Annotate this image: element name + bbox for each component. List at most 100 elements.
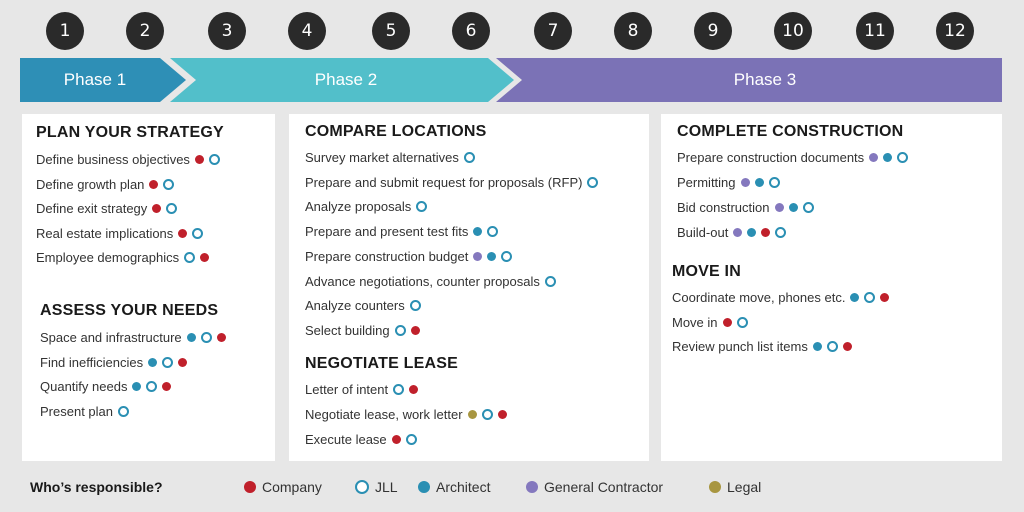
jll-dot-icon [394, 324, 406, 336]
jll-dot-icon [355, 480, 369, 494]
task-item: Advance negotiations, counter proposals [305, 273, 561, 289]
responsibility-dots [118, 405, 134, 417]
company-dot-icon [200, 252, 210, 262]
jll-dot-icon [768, 176, 780, 188]
step-5: 5 [372, 12, 410, 50]
phase-2-card: COMPARE LOCATIONS Survey market alternati… [289, 114, 649, 461]
jll-dot-icon [775, 226, 787, 238]
company-dot-icon [880, 292, 890, 302]
jll-dot-icon [393, 383, 405, 395]
task-item: Prepare construction budget [305, 248, 517, 264]
jll-dot-icon [405, 433, 417, 445]
responsibility-dots [409, 299, 426, 311]
architect-dot-icon [148, 357, 158, 367]
responsibility-dots [152, 202, 182, 214]
architect-dot-icon [788, 202, 798, 212]
task-item: Survey market alternatives [305, 149, 480, 165]
step-2: 2 [126, 12, 164, 50]
legend-item-legal: Legal [709, 479, 761, 495]
step-1: 1 [46, 12, 84, 50]
responsibility-dots [463, 151, 480, 163]
section-title: COMPLETE CONSTRUCTION [677, 123, 904, 140]
step-12: 12 [936, 12, 974, 50]
step-4: 4 [288, 12, 326, 50]
task-label: Execute lease [305, 431, 387, 447]
responsibility-dots [393, 383, 423, 395]
task-item: Find inefficiencies [40, 354, 192, 370]
task-label: Bid construction [677, 199, 770, 215]
responsibility-dots [774, 201, 819, 213]
task-label: Advance negotiations, counter proposals [305, 273, 540, 289]
architect-dot-icon [747, 227, 757, 237]
task-item: Employee demographics [36, 249, 214, 265]
jll-dot-icon [864, 291, 876, 303]
company-dot-icon [409, 384, 419, 394]
architect-dot-icon [487, 251, 497, 261]
gc-dot-icon [740, 177, 750, 187]
task-label: Prepare construction documents [677, 149, 865, 165]
legend-title: Who’s responsible? [30, 479, 163, 495]
task-item: Review punch list items [672, 338, 857, 354]
phase-1-arrow [20, 58, 186, 102]
responsibility-dots [812, 340, 857, 352]
phase-bar: Phase 1 Phase 2 Phase 3 [20, 58, 1002, 102]
architect-dot-icon [473, 226, 483, 236]
responsibility-dots [544, 275, 561, 287]
jll-dot-icon [897, 151, 909, 163]
section-title: ASSESS YOUR NEEDS [40, 302, 219, 319]
task-label: Define growth plan [36, 176, 145, 192]
jll-dot-icon [544, 275, 556, 287]
task-label: Prepare and present test fits [305, 223, 469, 239]
task-label: Real estate implications [36, 225, 174, 241]
jll-dot-icon [416, 200, 428, 212]
task-item: Quantify needs [40, 378, 176, 394]
responsibility-dots [869, 151, 913, 163]
company-dot-icon [162, 381, 172, 391]
responsibility-dots [473, 225, 503, 237]
step-numbers: 1 2 3 4 5 6 7 8 9 10 11 12 [0, 12, 1024, 52]
responsibility-dots [587, 176, 603, 188]
company-dot-icon [216, 332, 226, 342]
task-label: Find inefficiencies [40, 354, 144, 370]
company-dot-icon [194, 154, 204, 164]
section-title: COMPARE LOCATIONS [305, 123, 487, 140]
step-3: 3 [208, 12, 246, 50]
task-item: Build-out [677, 224, 791, 240]
company-dot-icon [152, 203, 162, 213]
task-item: Permitting [677, 174, 785, 190]
responsibility-dots [149, 178, 179, 190]
jll-dot-icon [409, 299, 421, 311]
phase-1-card: PLAN YOUR STRATEGY Define business object… [22, 114, 275, 461]
step-10: 10 [774, 12, 812, 50]
jll-dot-icon [802, 201, 814, 213]
legend: Who’s responsible? Company JLL Architect Ge… [0, 470, 1024, 504]
gc-dot-icon [774, 202, 784, 212]
responsibility-dots [473, 250, 517, 262]
section-title: NEGOTIATE LEASE [305, 355, 458, 372]
task-item: Move in [672, 314, 753, 330]
architect-dot-icon [132, 381, 142, 391]
responsibility-dots [740, 176, 785, 188]
gc-dot-icon [869, 152, 879, 162]
task-item: Analyze counters [305, 297, 426, 313]
task-label: Coordinate move, phones etc. [672, 289, 846, 305]
task-label: Letter of intent [305, 381, 389, 397]
company-dot-icon [244, 481, 256, 493]
architect-dot-icon [850, 292, 860, 302]
gc-dot-icon [526, 481, 538, 493]
jll-dot-icon [826, 340, 838, 352]
legend-label: JLL [375, 479, 398, 495]
task-item: Coordinate move, phones etc. [672, 289, 894, 305]
architect-dot-icon [812, 341, 822, 351]
jll-dot-icon [587, 176, 599, 188]
jll-dot-icon [208, 153, 220, 165]
task-item: Letter of intent [305, 381, 423, 397]
jll-dot-icon [166, 202, 178, 214]
legend-item-company: Company [244, 479, 322, 495]
company-dot-icon [842, 341, 852, 351]
responsibility-dots [148, 356, 192, 368]
jll-dot-icon [184, 251, 196, 263]
company-dot-icon [497, 409, 507, 419]
architect-dot-icon [418, 481, 430, 493]
phase-3-arrow [496, 58, 1002, 102]
